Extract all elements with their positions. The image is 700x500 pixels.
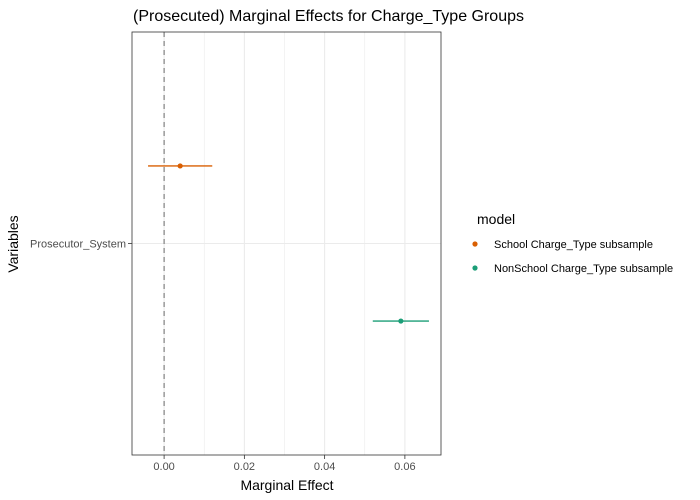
x-tick-label: 0.00 — [153, 461, 174, 473]
y-axis: Prosecutor_System — [30, 239, 132, 251]
x-axis-title: Marginal Effect — [240, 477, 333, 493]
x-tick-label: 0.04 — [314, 461, 335, 473]
x-tick-label: 0.06 — [394, 461, 415, 473]
x-axis: 0.00 0.02 0.04 0.06 — [153, 455, 416, 473]
x-tick-label: 0.02 — [234, 461, 255, 473]
y-axis-title: Variables — [5, 215, 21, 272]
legend: model School Charge_Type subsample NonSch… — [472, 211, 673, 275]
legend-key-1 — [472, 241, 478, 247]
point-estimate-1 — [177, 163, 183, 169]
legend-key-2 — [472, 265, 478, 271]
y-tick-label: Prosecutor_System — [30, 239, 126, 251]
point-estimate-2 — [398, 318, 404, 324]
legend-label-1: School Charge_Type subsample — [494, 239, 653, 251]
legend-label-2: NonSchool Charge_Type subsample — [494, 263, 673, 275]
chart-title: (Prosecuted) Marginal Effects for Charge… — [133, 8, 524, 25]
plot-panel — [131, 31, 442, 456]
estimate-marks — [148, 163, 429, 324]
legend-title: model — [477, 211, 515, 227]
